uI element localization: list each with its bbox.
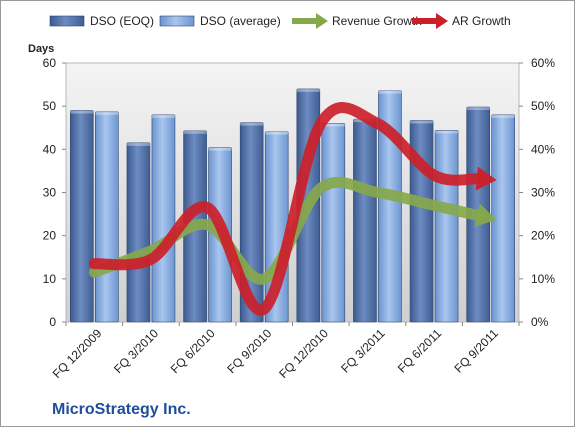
bar-highlight bbox=[435, 130, 459, 134]
bar-dso-average bbox=[151, 114, 176, 323]
bar-highlight bbox=[240, 122, 264, 126]
x-tick-label: FQ 3/2010 bbox=[111, 326, 161, 376]
bar-series bbox=[70, 88, 515, 323]
bar-highlight bbox=[466, 107, 490, 111]
bar-dso-eoq bbox=[70, 110, 94, 323]
x-tick-label: FQ 3/2011 bbox=[338, 326, 388, 376]
bar-highlight bbox=[183, 130, 207, 134]
bar-dso-average bbox=[434, 130, 459, 323]
y-tick-label: 20 bbox=[43, 229, 57, 243]
revenue-growth-arrowhead bbox=[474, 203, 497, 227]
legend-label-dso-eoq-: DSO (EOQ) bbox=[90, 14, 154, 28]
x-tick-label: FQ 12/2010 bbox=[276, 326, 331, 381]
y2-tick-label: 30% bbox=[531, 186, 555, 200]
bar-highlight bbox=[95, 111, 119, 115]
bar-highlight bbox=[410, 120, 434, 124]
legend-label-ar-growth: AR Growth bbox=[452, 14, 511, 28]
legend-swatch-dso-average- bbox=[159, 15, 195, 27]
x-tick-label: FQ 12/2009 bbox=[50, 326, 105, 381]
y-tick-label: 60 bbox=[43, 56, 57, 70]
bar-highlight bbox=[151, 114, 175, 118]
ar-growth-arrowhead bbox=[475, 166, 497, 191]
y2-tick-label: 40% bbox=[531, 142, 555, 156]
legend-label-dso-average-: DSO (average) bbox=[200, 14, 281, 28]
y2-tick-label: 50% bbox=[531, 99, 555, 113]
company-name: MicroStrategy Inc. bbox=[52, 401, 191, 418]
legend-swatch-dso-eoq- bbox=[49, 15, 85, 27]
x-tick-label: FQ 9/2010 bbox=[224, 326, 274, 376]
bar-dso-eoq bbox=[126, 142, 151, 323]
y2-tick-label: 20% bbox=[531, 229, 555, 243]
y-axis-left: 0 10 20 30 40 50 60 bbox=[43, 56, 66, 329]
x-axis: FQ 12/2009 FQ 3/2010 FQ 6/2010 FQ 9/2010 FQ … bbox=[50, 322, 520, 381]
bar-highlight bbox=[265, 131, 289, 135]
legend-arrow-revenue-growth bbox=[316, 13, 328, 29]
bar-highlight bbox=[208, 147, 232, 151]
bar-highlight bbox=[378, 90, 402, 94]
x-tick-label: FQ 6/2010 bbox=[168, 326, 218, 376]
bar-highlight bbox=[70, 110, 94, 114]
x-tick-label: FQ 9/2011 bbox=[451, 326, 501, 376]
y2-tick-label: 60% bbox=[531, 56, 555, 70]
bar-highlight bbox=[296, 88, 320, 92]
bar-dso-eoq bbox=[353, 118, 377, 323]
y2-tick-label: 0% bbox=[531, 315, 549, 329]
y-tick-label: 40 bbox=[43, 142, 57, 156]
bar-dso-average bbox=[95, 111, 119, 323]
y-tick-label: 30 bbox=[43, 186, 57, 200]
y-axis-right: 0% 10% 20% 30% 40% 50% 60% bbox=[519, 56, 555, 329]
line-series bbox=[88, 102, 497, 316]
bar-highlight bbox=[126, 142, 150, 146]
bar-dso-average bbox=[378, 90, 402, 323]
bar-highlight bbox=[491, 114, 515, 118]
y-tick-label: 0 bbox=[49, 315, 56, 329]
legend-label-revenue-growth: Revenue Growth bbox=[332, 14, 422, 28]
y-tick-label: 50 bbox=[43, 99, 57, 113]
ar-growth-line bbox=[88, 102, 485, 316]
x-tick-label: FQ 6/2011 bbox=[395, 326, 445, 376]
legend: DSO (EOQ) DSO (average) Revenue Growth AR G… bbox=[49, 13, 511, 29]
bar-highlight bbox=[321, 123, 345, 127]
legend-arrow-ar-growth bbox=[436, 13, 448, 29]
bar-dso-average bbox=[321, 123, 346, 323]
y-axis-title: Days bbox=[28, 43, 54, 55]
y-tick-label: 10 bbox=[43, 272, 57, 286]
y2-tick-label: 10% bbox=[531, 272, 555, 286]
